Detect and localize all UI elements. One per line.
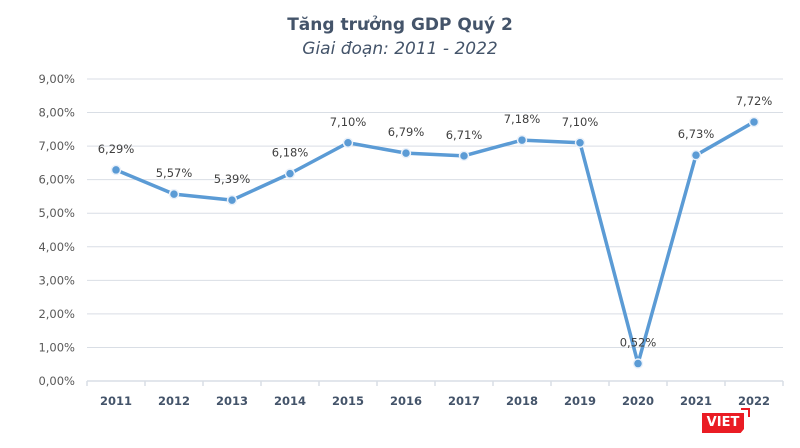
y-tick-label: 8,00%	[38, 106, 75, 120]
y-tick-label: 1,00%	[38, 340, 75, 354]
data-point	[458, 150, 470, 162]
data-point	[226, 194, 238, 206]
y-tick-label: 6,00%	[38, 173, 75, 187]
data-point	[110, 164, 122, 176]
x-tick-label: 2022	[738, 394, 770, 408]
data-point	[748, 116, 760, 128]
y-tick-label: 7,00%	[38, 139, 75, 153]
data-point	[400, 147, 412, 159]
data-label: 6,71%	[446, 128, 483, 142]
data-labels: 6,29% 5,57% 5,39% 6,18% 7,10% 6,79% 6,71% 7,18%…	[98, 94, 773, 350]
data-label: 6,29%	[98, 142, 135, 156]
y-tick-label: 4,00%	[38, 240, 75, 254]
y-axis-ticks: 0,00% 1,00% 2,00% 3,00% 4,00% 5,00% 6,00% 7,00%…	[38, 72, 75, 388]
x-tick-label: 2020	[622, 394, 654, 408]
chart-subtitle: Giai đoạn: 2011 - 2022	[302, 39, 497, 59]
data-label: 7,10%	[330, 115, 367, 129]
x-tick-label: 2019	[564, 394, 596, 408]
data-point	[516, 134, 528, 146]
logo-corner-icon	[741, 408, 750, 417]
data-label: 5,39%	[214, 172, 251, 186]
x-tick-label: 2012	[158, 394, 190, 408]
x-tick-label: 2016	[390, 394, 422, 408]
x-tick-label: 2017	[448, 394, 480, 408]
x-tick-label: 2021	[680, 394, 712, 408]
data-label: 6,73%	[678, 127, 715, 141]
x-axis-ticks: 2011 2012 2013 2014 2015 2016 2017 2018 2019 2020…	[100, 394, 770, 408]
data-point	[632, 358, 644, 369]
data-label: 6,79%	[388, 125, 425, 139]
data-label: 7,18%	[504, 112, 541, 126]
data-point	[342, 137, 354, 149]
data-label: 5,57%	[156, 166, 193, 180]
data-point	[168, 188, 180, 200]
x-tick-label: 2014	[274, 394, 306, 408]
x-tick-label: 2013	[216, 394, 248, 408]
data-label: 7,72%	[736, 94, 773, 108]
data-label: 0,52%	[620, 336, 657, 350]
data-label: 6,18%	[272, 146, 309, 160]
x-tick-label: 2011	[100, 394, 132, 408]
x-tick-label: 2018	[506, 394, 538, 408]
series-line	[110, 116, 760, 369]
y-tick-label: 5,00%	[38, 206, 75, 220]
series-polyline	[115, 120, 755, 366]
data-point	[574, 137, 586, 149]
y-tick-label: 9,00%	[38, 72, 75, 86]
gridlines	[86, 78, 784, 386]
y-tick-label: 3,00%	[38, 273, 75, 287]
data-label: 7,10%	[562, 115, 599, 129]
y-tick-label: 0,00%	[38, 374, 75, 388]
viet-logo: VIET	[702, 413, 744, 433]
data-point	[690, 149, 702, 161]
x-tick-label: 2015	[332, 394, 364, 408]
y-tick-label: 2,00%	[38, 307, 75, 321]
data-point	[284, 168, 296, 179]
chart-title: Tăng trưởng GDP Quý 2	[287, 15, 513, 35]
